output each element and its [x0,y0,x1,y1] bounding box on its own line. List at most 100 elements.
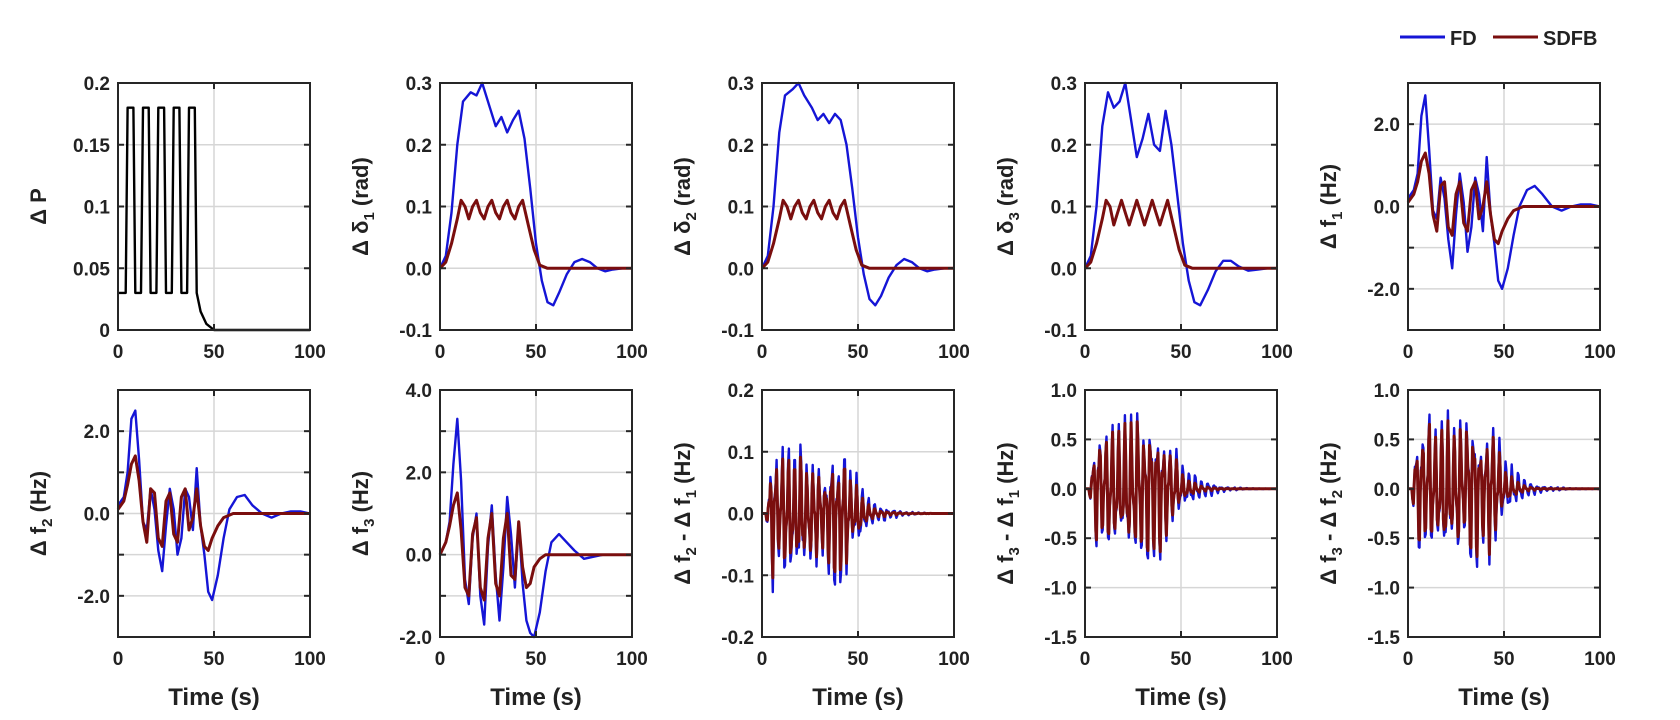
y-tick-label: -0.1 [1044,321,1077,342]
y-tick-label: -1.5 [1367,628,1400,649]
y-tick-label: 0.5 [1374,430,1401,451]
x-tick-label: 100 [294,342,326,363]
y-tick-label: 0.1 [728,198,755,219]
series-sdfb-line [116,454,310,552]
series-sdfb-line [438,198,632,270]
y-axis-label: Δ f3 (Hz) [348,471,378,556]
y-tick-label: 4.0 [406,381,432,402]
x-axis-label: Time (s) [812,684,904,711]
x-tick-label: 0 [113,649,124,670]
panel-dd3: -0.1 0.0 0.1 0.2 0.3 0 50 100 Δ δ3 (rad) [993,74,1293,363]
series-sdfb-line [438,491,632,602]
x-tick-label: 100 [294,649,326,670]
x-tick-label: 50 [203,342,224,363]
y-tick-label: 0.1 [406,198,433,219]
x-tick-label: 0 [1080,342,1091,363]
y-axis-label: Δ f2 - Δ f1 (Hz) [670,442,700,584]
y-tick-label: -1.0 [1044,579,1077,600]
y-tick-label: 0.2 [728,381,754,402]
x-tick-label: 50 [525,342,546,363]
x-tick-label: 0 [435,649,446,670]
y-tick-label: -0.1 [721,321,754,342]
x-tick-label: 50 [1493,649,1514,670]
panel-df21: -0.2 -0.1 0.0 0.1 0.2 0 50 100 Δ f2 - Δ f1 (Hz) T… [670,381,970,711]
series-fd-line [1083,81,1277,307]
y-tick-label: 0.05 [73,259,110,280]
series-sdfb-line [1083,198,1277,270]
x-tick-label: 0 [1080,649,1091,670]
x-tick-label: 0 [435,342,446,363]
y-tick-label: 0.0 [406,546,432,567]
panel-dd1: -0.1 0.0 0.1 0.2 0.3 0 50 100 Δ δ1 (rad) [348,74,648,363]
x-tick-label: 100 [938,649,970,670]
y-axis-label: Δ f3 - Δ f2 (Hz) [1316,442,1346,584]
x-axis-label: Time (s) [1458,684,1550,711]
x-tick-label: 50 [847,649,868,670]
series-sdfb-line [1406,151,1600,246]
y-tick-label: -0.5 [1044,529,1077,550]
panel-df32: -1.5 -1.0 -0.5 0.0 0.5 1.0 0 50 100 Δ f3 - Δ f2 (… [1316,381,1616,711]
panel-df3: -2.0 0.0 2.0 4.0 0 50 100 Δ f3 (Hz) Time (s) [348,381,648,711]
y-tick-label: 0.0 [1051,480,1077,501]
y-tick-label: 0.15 [73,136,110,157]
y-tick-label: -0.5 [1367,529,1400,550]
x-tick-label: 100 [938,342,970,363]
y-tick-label: 0.2 [1051,136,1077,157]
y-tick-label: -2.0 [1367,280,1400,301]
panel-df31: -1.5 -1.0 -0.5 0.0 0.5 1.0 0 50 100 Δ f3 - Δ f1 (… [993,381,1293,711]
y-tick-label: -0.1 [399,321,432,342]
panel-df1: -2.0 0.0 2.0 0 50 100 Δ f1 (Hz) [1316,82,1616,363]
x-tick-label: 100 [616,342,648,363]
legend: FD SDFB [1400,28,1597,50]
y-tick-label: 0.0 [84,505,110,526]
y-tick-label: 0.3 [406,74,432,95]
y-tick-label: -0.2 [721,628,754,649]
y-tick-label: -2.0 [77,587,110,608]
y-axis-label: Δ δ1 (rad) [348,157,378,256]
y-tick-label: 2.0 [84,422,110,443]
y-axis-label: Δ δ2 (rad) [670,157,700,256]
x-tick-label: 100 [1261,342,1293,363]
x-tick-label: 100 [1584,649,1616,670]
y-tick-label: 0 [99,321,110,342]
y-tick-label: 0.2 [728,136,754,157]
y-tick-label: -1.5 [1044,628,1077,649]
y-tick-label: 0.0 [728,505,754,526]
y-tick-label: 0.0 [406,259,432,280]
x-tick-label: 100 [616,649,648,670]
series-p-line [118,106,310,332]
y-tick-label: 0.2 [84,74,110,95]
y-tick-label: 0.0 [728,259,754,280]
x-tick-label: 100 [1584,342,1616,363]
y-tick-label: 2.0 [406,463,432,484]
x-tick-label: 50 [1170,649,1191,670]
series-sdfb-line [1084,420,1277,554]
x-tick-label: 100 [1261,649,1293,670]
y-tick-label: 2.0 [1374,115,1400,136]
y-axis-label: Δ δ3 (rad) [993,157,1023,256]
panel-df2: -2.0 0.0 2.0 0 50 100 Δ f2 (Hz) Time (s) [26,389,326,711]
x-tick-label: 50 [847,342,868,363]
y-tick-label: -0.1 [721,566,754,587]
y-axis-label: Δ f3 - Δ f1 (Hz) [993,442,1023,584]
x-tick-label: 0 [113,342,124,363]
y-axis-label: Δ f1 (Hz) [1316,164,1346,249]
series-fd-line [760,81,954,307]
x-tick-label: 50 [525,649,546,670]
y-axis-label: Δ f2 (Hz) [26,471,56,556]
legend-label-sdfb: SDFB [1543,28,1597,50]
x-tick-label: 0 [1403,649,1414,670]
y-tick-label: 0.5 [1051,430,1078,451]
y-tick-label: 0.1 [1051,198,1078,219]
y-tick-label: 0.3 [728,74,754,95]
y-tick-label: -2.0 [399,628,432,649]
series-sdfb-line [760,198,954,270]
x-axis-label: Time (s) [1135,684,1227,711]
y-tick-label: 0.0 [1374,480,1400,501]
x-axis-label: Time (s) [490,684,582,711]
panel-dd2: -0.1 0.0 0.1 0.2 0.3 0 50 100 Δ δ2 (rad) [670,74,970,363]
y-tick-label: 0.0 [1051,259,1077,280]
legend-label-fd: FD [1450,28,1477,50]
x-axis-label: Time (s) [168,684,260,711]
